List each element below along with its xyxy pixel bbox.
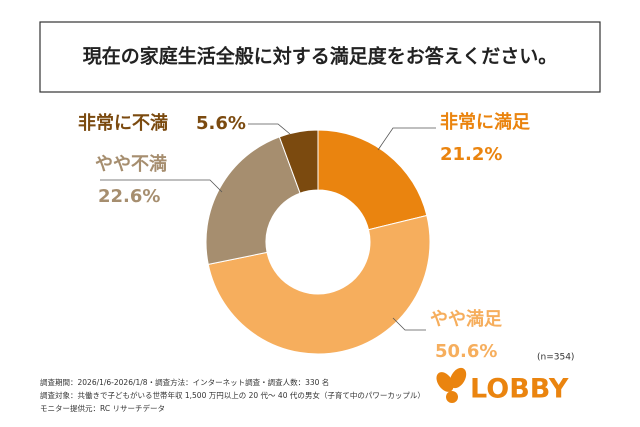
sample-size: (n=354) (537, 353, 574, 363)
donut-slice (207, 214, 431, 355)
leader-line (377, 127, 436, 151)
leader-line (392, 317, 426, 331)
logo-icon (436, 367, 467, 403)
donut-slice (317, 129, 428, 231)
value-label: 21.2% (440, 144, 502, 165)
title-box (39, 21, 601, 93)
value-label: 5.6% (196, 113, 246, 134)
logo: LOBBY (470, 374, 569, 405)
footnote: 調査期間：2026/1/6-2026/1/8・調査方法：インターネット調査・調査… (40, 377, 329, 387)
value-label: 22.6% (98, 186, 160, 207)
donut-slice (278, 129, 319, 194)
chart-title: 現在の家庭生活全般に対する満足度をお答えください。 (83, 45, 557, 68)
category-label: 非常に満足 (440, 111, 530, 133)
value-label: 50.6% (435, 341, 497, 362)
footnote: モニター提供元：RC リサーチデータ (40, 403, 165, 413)
category-label: 非常に不満 (78, 112, 168, 134)
leader-line (248, 123, 291, 135)
leader-line (100, 179, 223, 193)
footnote: 調査対象：共働きで子どもがいる世帯年収 1,500 万円以上の 20 代～ 40… (40, 390, 425, 400)
category-label: やや満足 (430, 308, 502, 330)
category-label: やや不満 (95, 153, 167, 175)
donut-slice (205, 136, 301, 265)
